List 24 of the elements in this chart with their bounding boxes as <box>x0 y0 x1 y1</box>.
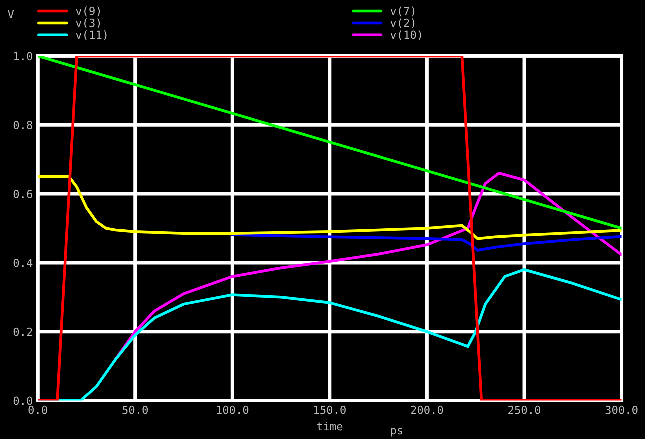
x-tick-label: 50.0 <box>122 406 148 414</box>
x-tick-label: 150.0 <box>314 406 346 414</box>
x-tick-label: 250.0 <box>508 406 540 414</box>
x-axis-title: time <box>317 422 343 431</box>
legend-label: v(7) <box>390 6 415 17</box>
text: ps <box>391 428 403 437</box>
legend-label: v(10) <box>390 30 422 40</box>
y-tick-label: 0.0 <box>14 396 32 406</box>
line-series <box>38 175 622 240</box>
y-axis-title: V <box>8 10 14 18</box>
x-tick-label: 0.0 <box>28 406 48 414</box>
y-tick-label: 0.6 <box>14 190 32 198</box>
legend-label: v(2) <box>390 18 415 29</box>
y-tick-label: 0.8 <box>14 121 32 130</box>
y-tick-label: 0.4 <box>14 258 33 268</box>
y-tick-label: 0.2 <box>14 328 32 336</box>
x-tick-label: 200.0 <box>411 406 444 414</box>
legend-label: v(9) <box>76 6 100 17</box>
line-series <box>231 234 622 252</box>
x-tick-label: 100.0 <box>217 406 249 414</box>
x-tick-label: 300.0 <box>606 406 638 414</box>
legend-label: v(3) <box>76 18 100 29</box>
legend-label: v(11) <box>76 30 107 40</box>
y-tick-label: 1.0 <box>14 52 32 61</box>
